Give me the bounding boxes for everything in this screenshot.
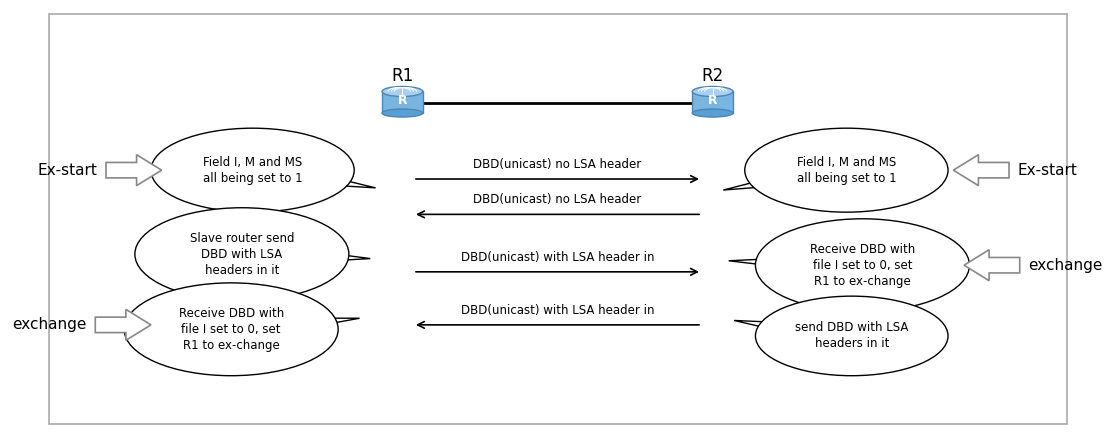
Ellipse shape [692, 109, 733, 117]
Text: Field I, M and MS
all being set to 1: Field I, M and MS all being set to 1 [203, 156, 302, 185]
Text: R: R [708, 94, 717, 107]
Polygon shape [729, 259, 773, 266]
Text: exchange: exchange [12, 317, 87, 332]
Polygon shape [734, 320, 776, 329]
Text: Ex-start: Ex-start [1018, 163, 1077, 178]
Text: R: R [398, 94, 407, 107]
Ellipse shape [382, 109, 423, 117]
Text: Receive DBD with
file I set to 0, set
R1 to ex-change: Receive DBD with file I set to 0, set R1… [178, 307, 284, 352]
Text: DBD(unicast) with LSA header in: DBD(unicast) with LSA header in [460, 304, 655, 317]
Ellipse shape [756, 296, 948, 376]
Ellipse shape [382, 87, 423, 96]
Text: Receive DBD with
file I set to 0, set
R1 to ex-change: Receive DBD with file I set to 0, set R1… [809, 243, 915, 288]
Polygon shape [724, 180, 769, 190]
Ellipse shape [756, 219, 969, 312]
Text: DBD(unicast) no LSA header: DBD(unicast) no LSA header [474, 158, 641, 171]
Text: Ex-start: Ex-start [38, 163, 97, 178]
Polygon shape [964, 250, 1020, 281]
Text: DBD(unicast) with LSA header in: DBD(unicast) with LSA header in [460, 251, 655, 264]
Text: send DBD with LSA
headers in it: send DBD with LSA headers in it [795, 321, 909, 351]
Text: Field I, M and MS
all being set to 1: Field I, M and MS all being set to 1 [796, 156, 896, 185]
Ellipse shape [124, 283, 338, 376]
Polygon shape [331, 179, 376, 188]
Text: exchange: exchange [1028, 258, 1103, 273]
Polygon shape [106, 155, 162, 186]
Ellipse shape [692, 87, 733, 96]
Polygon shape [332, 254, 370, 261]
FancyBboxPatch shape [382, 91, 423, 113]
Polygon shape [95, 309, 151, 340]
Text: R2: R2 [701, 67, 724, 85]
FancyBboxPatch shape [692, 91, 733, 113]
Polygon shape [319, 318, 359, 325]
Ellipse shape [135, 208, 349, 301]
Polygon shape [953, 155, 1009, 186]
Ellipse shape [745, 128, 948, 212]
Ellipse shape [151, 128, 355, 212]
Text: Slave router send
DBD with LSA
headers in it: Slave router send DBD with LSA headers i… [190, 232, 294, 277]
Text: DBD(unicast) no LSA header: DBD(unicast) no LSA header [474, 194, 641, 206]
Text: R1: R1 [391, 67, 414, 85]
